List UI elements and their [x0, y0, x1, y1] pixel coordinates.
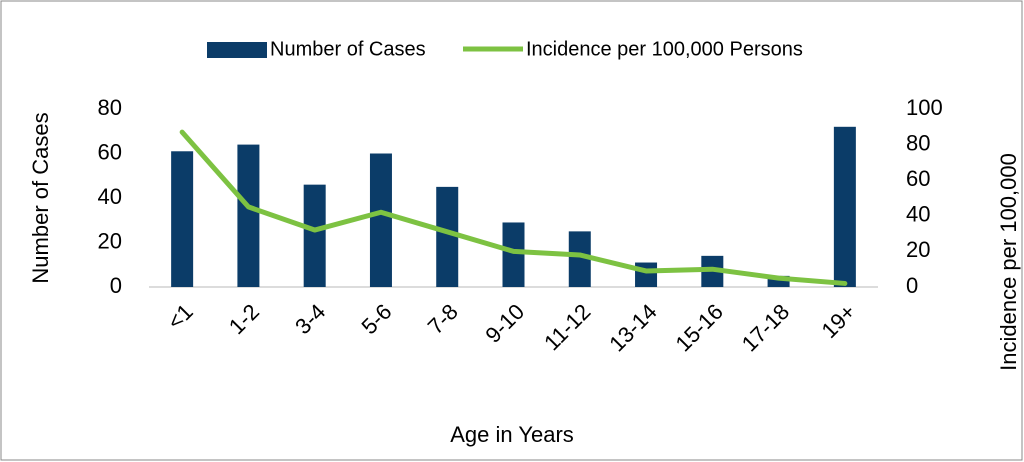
x-axis-label: Age in Years	[450, 422, 574, 447]
y2-tick-label: 0	[906, 273, 918, 298]
y-axis-label: Number of Cases	[28, 112, 53, 283]
y2-tick-label: 40	[906, 202, 930, 227]
bar	[369, 153, 392, 287]
line	[179, 129, 848, 286]
bar	[303, 184, 326, 287]
y-tick-label: 20	[98, 228, 122, 253]
y-tick-label: 40	[98, 184, 122, 209]
bar	[568, 231, 591, 287]
legend-label: Number of Cases	[270, 38, 426, 60]
bar	[502, 222, 525, 287]
bar	[833, 126, 856, 287]
bar	[436, 186, 459, 287]
y-tick-label: 80	[98, 95, 122, 120]
legend-swatch	[207, 42, 267, 58]
bar	[171, 151, 194, 287]
y2-tick-label: 20	[906, 237, 930, 262]
y2-tick-label: 100	[906, 95, 943, 120]
bar	[237, 144, 260, 287]
y2-axis-label: Incidence per 100,000	[996, 153, 1021, 371]
y2-tick-label: 80	[906, 130, 930, 155]
y-tick-label: 0	[110, 273, 122, 298]
bar	[767, 275, 790, 287]
legend-label: Incidence per 100,000 Persons	[526, 38, 803, 60]
bar	[635, 262, 658, 287]
y2-tick-label: 60	[906, 166, 930, 191]
y-tick-label: 60	[98, 139, 122, 164]
